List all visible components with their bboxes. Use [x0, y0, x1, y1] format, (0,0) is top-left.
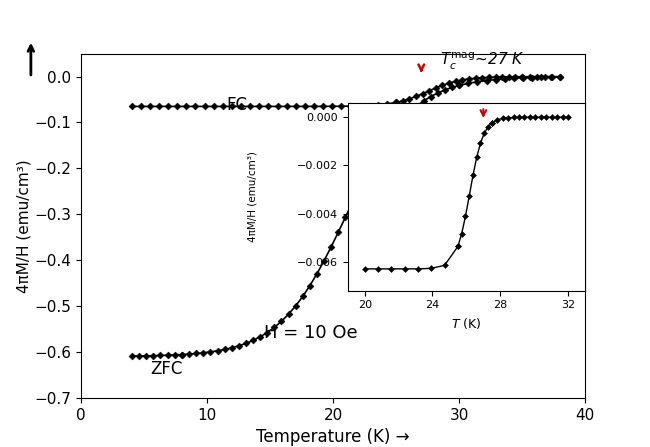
Text: ZFC: ZFC — [151, 360, 183, 378]
X-axis label: $T$ (K): $T$ (K) — [451, 316, 482, 331]
Y-axis label: 4πM/H (emu/cm³): 4πM/H (emu/cm³) — [248, 151, 257, 242]
Text: H = 10 Oe: H = 10 Oe — [264, 324, 358, 342]
Text: FC: FC — [226, 96, 247, 114]
Text: $T_c^{\rm mag}$~27 K: $T_c^{\rm mag}$~27 K — [440, 51, 525, 72]
Y-axis label: 4πM/H (emu/cm³): 4πM/H (emu/cm³) — [17, 159, 32, 292]
X-axis label: Temperature (K) →: Temperature (K) → — [256, 428, 410, 446]
